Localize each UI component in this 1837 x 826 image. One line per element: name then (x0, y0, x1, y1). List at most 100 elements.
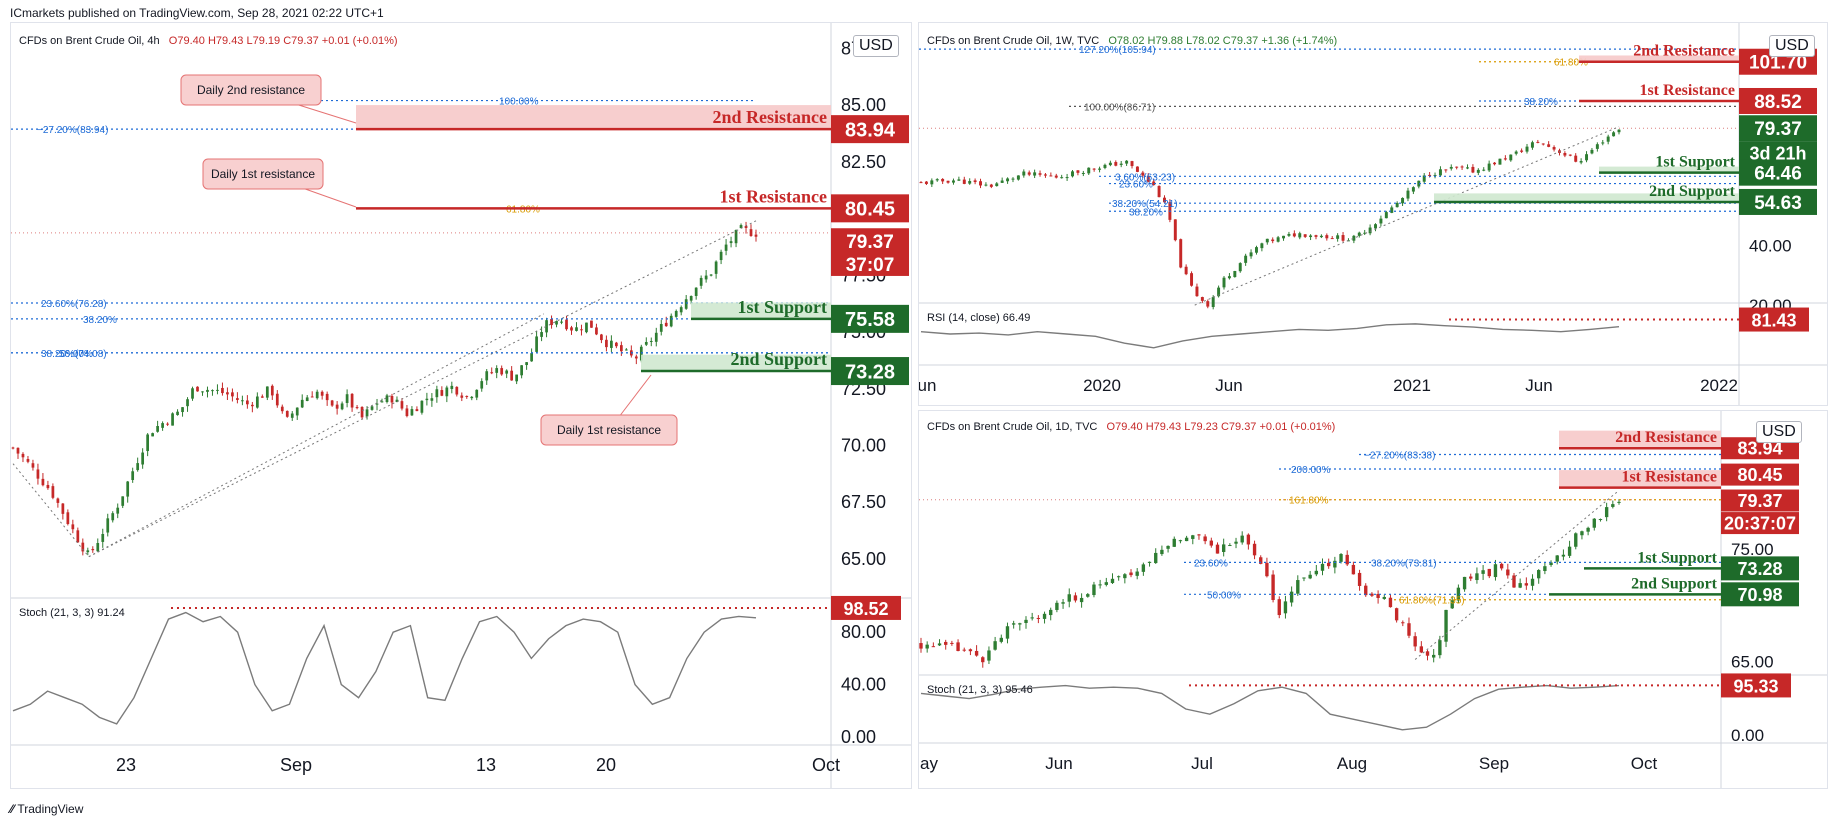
candle (315, 391, 319, 399)
candle (1287, 233, 1291, 236)
osc-tag-label: 95.33 (1733, 676, 1778, 696)
candle (1469, 576, 1473, 579)
chart-weekly-canvas[interactable]: 40.0020.00127.20%(105.94)61.80%38.20%100… (919, 23, 1827, 405)
candle (1585, 154, 1589, 161)
candle (1172, 538, 1176, 547)
candle (565, 319, 568, 330)
candle (1425, 651, 1430, 656)
x-tick-label: Jun (1215, 376, 1242, 395)
candle (580, 329, 583, 331)
candle (1476, 169, 1480, 173)
resistance-zone (356, 105, 831, 130)
candle (1611, 504, 1615, 507)
y-tick-label: 67.50 (841, 492, 886, 512)
candle (131, 471, 135, 480)
x-tick-label: Jul (1191, 754, 1213, 773)
oscillator-line (12, 611, 757, 725)
fib-level-label: −27.20%(83.38) (1364, 451, 1435, 462)
candle (575, 327, 578, 331)
candle (1043, 174, 1047, 176)
candle (96, 543, 100, 552)
legend-high: H79.43 (1145, 421, 1182, 433)
candle (1568, 154, 1572, 156)
candle (1320, 563, 1325, 571)
x-tick-label: ay (920, 754, 938, 773)
y-tick-label: 40.00 (1749, 237, 1792, 256)
x-tick-label: 20 (596, 755, 616, 775)
y-tick-label: 65.00 (1731, 653, 1774, 672)
chart-daily-canvas[interactable]: 75.00 65.00 −27.20%(83.38) 200.00% 161.80% 38… (919, 411, 1827, 788)
currency-button[interactable]: USD (1769, 35, 1815, 57)
candle (1450, 600, 1454, 609)
fib-level-label: 50.00% (1207, 590, 1241, 601)
candle (1444, 609, 1448, 642)
candle (465, 395, 469, 397)
candle (400, 401, 404, 409)
candle (1271, 574, 1275, 600)
candle (535, 336, 538, 352)
resistance-zone (1559, 430, 1721, 449)
fib-level-label: 38.20% (1129, 207, 1163, 218)
candle (56, 498, 60, 503)
resistance-label: 2nd Resistance (712, 107, 827, 127)
x-tick-label: 13 (476, 755, 496, 775)
chart-4h-canvas[interactable]: 87.5085.0082.5077.5075.0072.5070.0067.50… (11, 23, 911, 788)
candle (1221, 544, 1226, 552)
candle (1314, 235, 1318, 237)
chart-panel-weekly[interactable]: 40.00 20.00 127.20%(105.94) 61.80% 38.20% 100… (918, 22, 1828, 406)
candle (161, 423, 164, 428)
support-zone (1434, 193, 1739, 202)
candle (1574, 155, 1578, 162)
fib-level-label: 61.80% (506, 204, 540, 215)
price-tag (831, 251, 909, 276)
candle (714, 261, 718, 274)
candle (1152, 181, 1156, 186)
candle (1203, 536, 1207, 542)
candle (1061, 602, 1065, 604)
candle (987, 650, 991, 661)
chart-panel-4h[interactable]: 87.5085.0082.5077.5075.0072.5070.0067.50… (10, 22, 912, 789)
candle (754, 234, 758, 237)
trend-line (12, 463, 90, 558)
candle (350, 393, 354, 408)
candle (1433, 174, 1437, 176)
candle (1617, 501, 1621, 503)
fib-level-label: 61.80% (1554, 58, 1588, 69)
chart-panel-daily[interactable]: 75.00 65.00 −27.20%(83.38) 200.00% 161.80% 38… (918, 410, 1828, 789)
x-tick-label: Sep (280, 755, 312, 775)
candle (1384, 212, 1388, 219)
candle (973, 180, 977, 183)
candle (1119, 163, 1123, 165)
candle (944, 641, 948, 645)
y-tick-label: 75.00 (1731, 540, 1774, 559)
footer: ⁄⁄ TradingView (10, 802, 83, 816)
candle (440, 390, 444, 396)
candle (1163, 197, 1166, 203)
candle (1018, 623, 1022, 625)
candle (962, 179, 966, 184)
candle (1406, 190, 1410, 199)
legend-close: C79.37 (1222, 35, 1259, 47)
candle (300, 399, 304, 408)
support-label: 2nd Support (730, 349, 827, 369)
fib-level-label: 3.60%(63.23) (1115, 172, 1175, 183)
resistance-label: 1st Resistance (1621, 469, 1717, 486)
legend-daily: CFDs on Brent Crude Oil, 1D, TVC O79.40 … (927, 421, 1335, 433)
candle (1574, 533, 1578, 547)
candle (525, 362, 528, 366)
legend-weekly: CFDs on Brent Crude Oil, 1W, TVC O78.02 … (927, 35, 1337, 47)
candle (1206, 301, 1210, 307)
currency-button[interactable]: USD (1756, 421, 1802, 443)
osc-tag-label: 98.52 (843, 599, 888, 619)
candle (485, 371, 489, 381)
candle (699, 277, 703, 286)
candle (1005, 626, 1010, 639)
currency-button[interactable]: USD (853, 35, 899, 57)
candle (455, 386, 459, 395)
candle (1033, 172, 1037, 176)
candle (1282, 235, 1286, 239)
candle (674, 310, 678, 317)
resistance-label: 2nd Resistance (1615, 429, 1717, 446)
candle (545, 320, 548, 333)
candle (1330, 238, 1334, 240)
